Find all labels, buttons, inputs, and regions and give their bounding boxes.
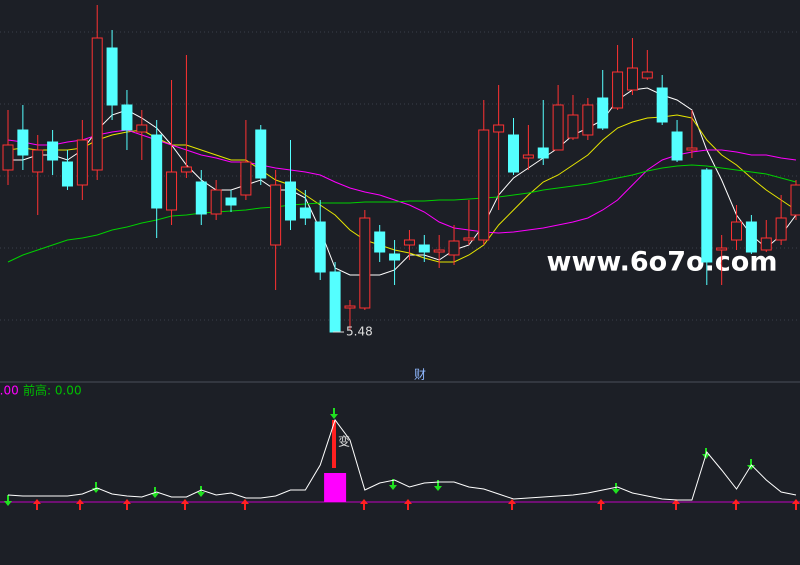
candle-body [418,244,430,253]
candle-body [448,240,460,256]
down-arrow [4,495,12,506]
candle-body [106,47,118,106]
signals [4,408,800,510]
down-arrow [330,408,338,419]
up-arrow [123,499,131,510]
moving-average [7,164,797,263]
candle-body [478,129,490,241]
candle-body [374,231,386,253]
candle-body [433,249,445,253]
annotation-label: 5.48 [346,325,373,339]
candle-body [493,124,505,133]
down-arrow [92,482,100,493]
panel-label: 财 [414,368,426,382]
candle-body [17,129,29,156]
candle-body [240,161,252,196]
up-arrow [181,499,189,510]
candle-body [210,189,222,215]
candle-body [775,217,787,241]
candle-body [47,141,59,161]
candle-body [582,104,594,136]
candle-body [552,104,564,151]
candle-body [195,181,207,215]
indicator-line [7,418,797,501]
up-arrow [33,499,41,510]
candle-body [344,305,356,309]
candle-body [508,134,520,173]
candle-body [270,184,282,246]
candle-body [537,147,549,159]
candle-body [91,37,103,171]
watermark: www.6o7o.com [547,247,778,278]
candle-body [760,237,772,251]
candle-body [389,253,401,261]
candle-body [656,87,668,123]
candle-body [329,271,341,333]
up-arrow [241,499,249,510]
candle-body [567,114,579,139]
legend-item: 0.00 [0,384,19,398]
up-arrow [404,499,412,510]
candle-body [180,166,192,173]
candle-body [32,149,44,173]
candle-body [745,221,757,253]
candle-body [255,129,267,179]
down-arrow [612,483,620,494]
down-arrow [434,480,442,491]
candle-body [641,71,653,79]
down-arrow [197,486,205,497]
candle-body [136,124,148,133]
legend-item: 前高: 0.00 [23,383,82,398]
indicator-bar [324,473,347,502]
candle-body [671,131,683,161]
candle-body [731,221,743,241]
grid [0,31,800,321]
candle-body [463,237,475,241]
down-arrow [747,459,755,470]
candle-body [359,217,371,309]
candle-body [284,181,296,221]
up-arrow [792,499,800,510]
up-arrow [360,499,368,510]
candle-body [790,184,800,216]
up-arrow [76,499,84,510]
candle-body [166,171,178,211]
annotation: 变 [338,434,350,449]
moving-average [7,129,797,234]
candle-body [299,207,311,219]
candle-body [716,247,728,251]
candle-body [151,134,163,209]
candle-body [522,154,534,159]
candle-body [76,139,88,186]
up-arrow [732,499,740,510]
candle-body [597,97,609,129]
candle-body [612,71,624,109]
up-arrow [672,499,680,510]
candle-body [314,221,326,273]
up-arrow [508,499,516,510]
candle-body [403,239,415,246]
candle-body [701,169,713,263]
down-arrow [389,479,397,490]
candle-body [121,104,133,131]
candle-body [2,144,14,171]
candle-body [686,147,698,151]
up-arrow [597,499,605,510]
candle-body [61,161,73,187]
candle-body [225,197,237,206]
candle-body [626,67,638,91]
